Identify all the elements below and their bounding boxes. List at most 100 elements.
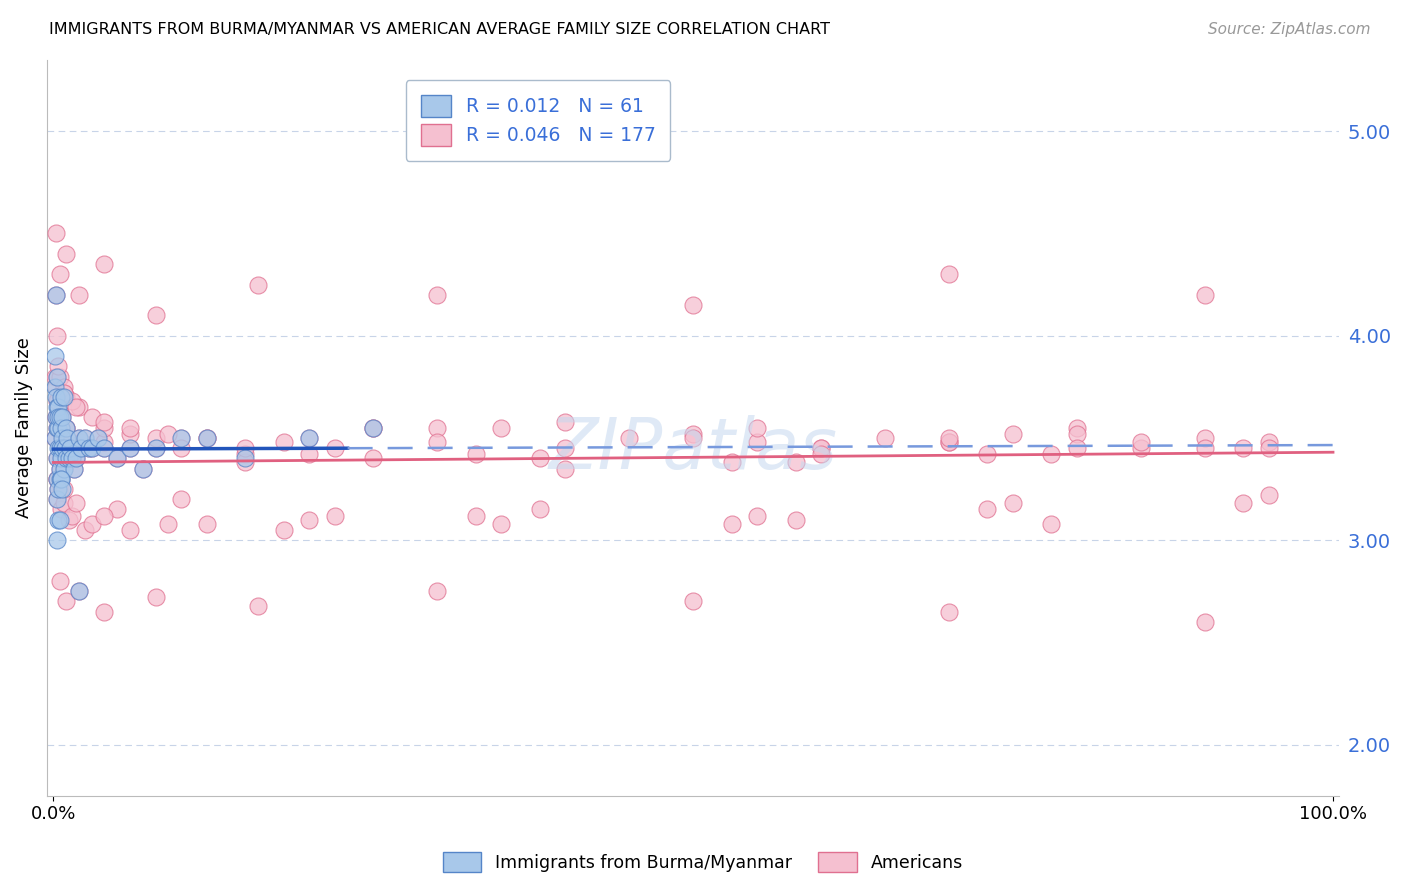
Point bbox=[1066, 441, 1088, 455]
Point bbox=[1002, 426, 1025, 441]
Point bbox=[51, 441, 73, 455]
Point bbox=[170, 441, 193, 455]
Point bbox=[46, 451, 69, 466]
Point bbox=[55, 451, 77, 466]
Point bbox=[682, 594, 704, 608]
Point bbox=[1194, 431, 1216, 445]
Point bbox=[59, 441, 82, 455]
Point bbox=[1194, 615, 1216, 629]
Point bbox=[52, 380, 75, 394]
Point bbox=[93, 508, 115, 523]
Point bbox=[52, 385, 75, 400]
Text: Source: ZipAtlas.com: Source: ZipAtlas.com bbox=[1208, 22, 1371, 37]
Point bbox=[44, 431, 66, 445]
Point bbox=[323, 508, 346, 523]
Point bbox=[1040, 447, 1063, 461]
Point bbox=[46, 472, 69, 486]
Point bbox=[65, 451, 87, 466]
Point bbox=[976, 502, 998, 516]
Point bbox=[233, 441, 256, 455]
Point bbox=[51, 426, 73, 441]
Point bbox=[45, 227, 67, 241]
Point bbox=[52, 461, 75, 475]
Point bbox=[195, 516, 218, 531]
Point bbox=[105, 451, 128, 466]
Point bbox=[529, 451, 551, 466]
Point bbox=[46, 472, 69, 486]
Point bbox=[747, 420, 769, 434]
Point bbox=[48, 359, 70, 374]
Point bbox=[51, 431, 73, 445]
Point bbox=[55, 451, 77, 466]
Point bbox=[49, 420, 72, 434]
Point bbox=[1258, 435, 1281, 450]
Point bbox=[80, 410, 103, 425]
Point bbox=[75, 431, 97, 445]
Point bbox=[132, 461, 155, 475]
Point bbox=[617, 431, 640, 445]
Point bbox=[361, 420, 384, 434]
Point bbox=[48, 420, 70, 434]
Point bbox=[55, 390, 77, 404]
Point bbox=[323, 441, 346, 455]
Point bbox=[747, 435, 769, 450]
Point bbox=[145, 431, 167, 445]
Point bbox=[1258, 441, 1281, 455]
Text: ZIPatlas: ZIPatlas bbox=[548, 416, 838, 484]
Point bbox=[58, 451, 80, 466]
Point bbox=[65, 496, 87, 510]
Point bbox=[75, 523, 97, 537]
Point bbox=[48, 472, 70, 486]
Point bbox=[247, 277, 270, 292]
Point bbox=[67, 441, 90, 455]
Point bbox=[48, 482, 70, 496]
Point bbox=[157, 516, 180, 531]
Point bbox=[53, 441, 76, 455]
Point bbox=[49, 472, 72, 486]
Point bbox=[46, 533, 69, 548]
Point bbox=[44, 431, 66, 445]
Point bbox=[233, 455, 256, 469]
Point bbox=[48, 513, 70, 527]
Point bbox=[273, 523, 295, 537]
Point bbox=[554, 441, 576, 455]
Point bbox=[52, 390, 75, 404]
Point bbox=[45, 410, 67, 425]
Point bbox=[247, 599, 270, 613]
Point bbox=[298, 513, 321, 527]
Point bbox=[170, 431, 193, 445]
Point bbox=[1066, 426, 1088, 441]
Point bbox=[62, 394, 84, 409]
Point bbox=[48, 390, 70, 404]
Point bbox=[48, 574, 70, 588]
Point bbox=[785, 513, 807, 527]
Point bbox=[45, 390, 67, 404]
Point bbox=[93, 441, 115, 455]
Point bbox=[554, 415, 576, 429]
Point bbox=[46, 451, 69, 466]
Point bbox=[1040, 516, 1063, 531]
Point bbox=[70, 441, 93, 455]
Point bbox=[120, 441, 142, 455]
Point bbox=[464, 508, 486, 523]
Point bbox=[48, 401, 70, 415]
Point bbox=[105, 502, 128, 516]
Point bbox=[49, 420, 72, 434]
Point bbox=[80, 441, 103, 455]
Point bbox=[273, 435, 295, 450]
Point bbox=[62, 451, 84, 466]
Point bbox=[67, 584, 90, 599]
Point bbox=[875, 431, 897, 445]
Point bbox=[46, 394, 69, 409]
Point bbox=[48, 390, 70, 404]
Point bbox=[46, 420, 69, 434]
Point bbox=[170, 431, 193, 445]
Point bbox=[145, 591, 167, 605]
Point bbox=[93, 441, 115, 455]
Point bbox=[132, 461, 155, 475]
Point bbox=[58, 513, 80, 527]
Point bbox=[93, 257, 115, 271]
Point bbox=[48, 441, 70, 455]
Point bbox=[44, 369, 66, 384]
Point bbox=[361, 451, 384, 466]
